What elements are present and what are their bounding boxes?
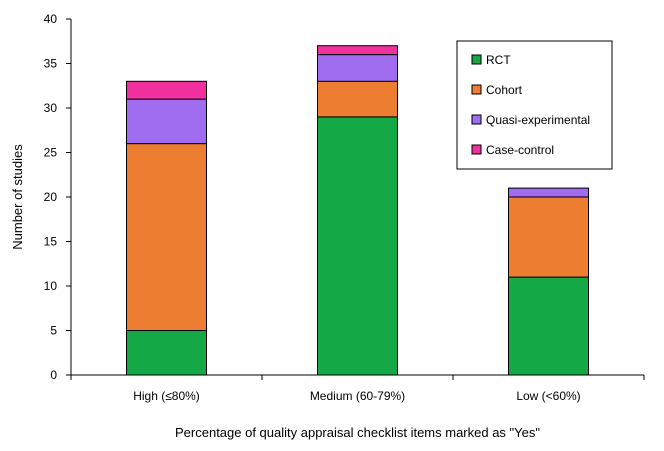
axes: 0 5 10 15 20 25 30 35 40 High (≤80%) Medium (60-7… [44, 12, 645, 403]
legend-label: RCT [486, 53, 511, 67]
plot-area [126, 45, 589, 376]
bar-segment [317, 45, 398, 56]
legend-box [456, 40, 613, 170]
y-tick-label: 40 [44, 12, 58, 26]
bar-segment [317, 54, 398, 82]
y-axis-title: Number of studies [10, 144, 25, 250]
bar-segment [508, 196, 589, 278]
bar-segment [126, 98, 207, 145]
legend-swatch [471, 84, 482, 95]
y-tick-label: 5 [50, 324, 57, 338]
x-axis-title: Percentage of quality appraisal checklis… [175, 425, 540, 440]
bar-segment [126, 143, 207, 331]
x-tick-label: Low (<60%) [516, 389, 580, 403]
bar-segment [508, 187, 589, 198]
legend-label: Cohort [486, 83, 523, 97]
legend-swatch [471, 54, 482, 65]
bar-segment [126, 80, 207, 100]
y-tick-label: 25 [44, 146, 58, 160]
legend-label: Quasi-experimental [486, 113, 590, 127]
x-tick-label: High (≤80%) [133, 389, 200, 403]
legend: RCT Cohort Quasi-experimental Case-control [456, 40, 613, 170]
bar-segment [508, 276, 589, 376]
y-tick-label: 30 [44, 101, 58, 115]
x-axis-ticks: High (≤80%) Medium (60-79%) Low (<60%) [70, 375, 645, 403]
y-tick-label: 20 [44, 190, 58, 204]
bar-segment [126, 330, 207, 376]
bar-segment [317, 116, 398, 376]
y-axis-ticks: 0 5 10 15 20 25 30 35 40 [44, 12, 71, 382]
legend-swatch [471, 114, 482, 125]
legend-swatch [471, 144, 482, 155]
legend-label: Case-control [486, 143, 554, 157]
bar-segment [317, 80, 398, 118]
y-tick-label: 35 [44, 57, 58, 71]
y-tick-label: 10 [44, 279, 58, 293]
x-tick-label: Medium (60-79%) [310, 389, 405, 403]
y-tick-label: 0 [50, 368, 57, 382]
y-tick-label: 15 [44, 235, 58, 249]
